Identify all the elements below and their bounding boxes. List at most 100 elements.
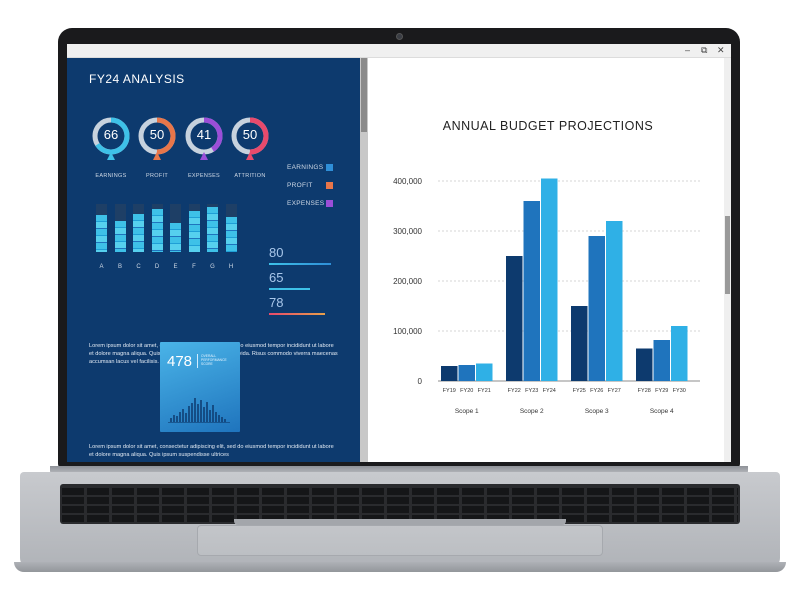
- gauge-label-expenses: EXPENSES: [187, 173, 221, 179]
- mini-bar-label: B: [117, 264, 122, 270]
- chart-bar: [506, 256, 523, 381]
- mini-bar: [225, 217, 237, 252]
- gauge-profit: 50: [136, 115, 178, 169]
- trackpad: [197, 525, 603, 556]
- chart-pane: ANNUAL BUDGET PROJECTIONS 0 100,000 200,00…: [372, 58, 724, 462]
- mini-bar-label: H: [228, 264, 234, 270]
- gauge-label-earnings: EARNINGS: [95, 173, 127, 179]
- stat-bar-3: [269, 313, 325, 315]
- x-tick-label: FY29: [655, 388, 668, 394]
- x-tick-label: FY22: [508, 388, 521, 394]
- close-button[interactable]: ✕: [717, 45, 725, 55]
- mini-bar-label: F: [192, 264, 196, 270]
- stat-bar-2: [269, 288, 310, 290]
- keyboard-row: [62, 506, 738, 513]
- legend-swatch-profit: [326, 182, 333, 189]
- mini-bar-label: D: [154, 264, 160, 270]
- chart-bar: [458, 365, 475, 381]
- group-label: Scope 2: [520, 408, 544, 415]
- laptop-hinge: [50, 466, 748, 474]
- y-tick-label: 200,000: [393, 277, 422, 286]
- chart-bar: [476, 363, 493, 381]
- x-tick-label: FY21: [478, 388, 491, 394]
- lid-lip: [234, 519, 566, 525]
- keyboard-row: [62, 497, 738, 504]
- gauge-ring-earnings: [92, 117, 130, 160]
- card-sparkbars: [168, 398, 230, 423]
- mini-bar-label: C: [136, 264, 141, 270]
- keyboard-row: [62, 488, 738, 495]
- infographic-title: FY24 ANALYSIS: [89, 72, 185, 86]
- performance-score-label: OVERALL PERFORMANCE SCORE: [201, 354, 227, 366]
- gauge-ring-attrition: [231, 117, 269, 160]
- body-paragraph-2: Lorem ipsum dolor sit amet, consectetur …: [89, 444, 334, 458]
- card-divider: [197, 354, 198, 368]
- webcam: [396, 33, 403, 40]
- mini-bar: [170, 223, 181, 252]
- performance-score-value: 478: [167, 353, 193, 370]
- gauge-ring-profit: [138, 117, 176, 160]
- chart-bar: [571, 306, 588, 381]
- legend-swatch-earnings: [326, 164, 333, 171]
- performance-score-card: 478 OVERALL PERFORMANCE SCORE: [160, 342, 240, 432]
- gauge-earnings: 66: [90, 115, 132, 169]
- x-tick-label: FY26: [590, 388, 603, 394]
- x-tick-label: FY30: [673, 388, 686, 394]
- x-tick-label: FY25: [573, 388, 586, 394]
- y-tick-label: 300,000: [393, 227, 422, 236]
- chart-title: ANNUAL BUDGET PROJECTIONS: [442, 119, 654, 133]
- keyboard-row: [62, 515, 738, 522]
- group-label: Scope 4: [650, 408, 674, 415]
- chart-scrollbar-thumb[interactable]: [725, 216, 730, 294]
- gauge-ring-expenses: [185, 117, 223, 160]
- gauge-attrition: 50: [229, 115, 271, 169]
- x-tick-label: FY28: [638, 388, 651, 394]
- stat-value-2: 65: [269, 270, 284, 285]
- stat-value-3: 78: [269, 295, 284, 310]
- mini-bar: [151, 208, 163, 252]
- budget-bar-chart: 0 100,000 200,000 300,000 400,000 FY19 FY20 FY2…: [393, 177, 700, 415]
- chart-bar: [588, 236, 605, 381]
- mini-bar: [114, 220, 126, 252]
- x-tick-label: FY23: [525, 388, 538, 394]
- stat-value-1: 80: [269, 245, 284, 260]
- chart-bar: [541, 178, 558, 381]
- group-label: Scope 3: [585, 408, 609, 415]
- infographic-document[interactable]: FY24 ANALYSIS 66 50: [67, 58, 360, 462]
- x-tick-label: FY27: [608, 388, 621, 394]
- legend-swatch-expenses: [326, 200, 333, 207]
- chart-bar: [523, 201, 540, 381]
- x-tick-label: FY24: [543, 388, 556, 394]
- chart-bar: [636, 348, 653, 381]
- gauge-value-attrition: 50: [242, 127, 258, 142]
- mini-bar: [96, 214, 107, 252]
- gauge-value-earnings: 66: [103, 127, 119, 142]
- laptop-screen: – ⧉ ✕ FY24 ANALYSIS 66: [67, 44, 731, 462]
- legend-label-earnings: EARNINGS: [287, 164, 324, 171]
- document-scrollbar-thumb[interactable]: [361, 58, 367, 132]
- x-tick-label: FY19: [443, 388, 456, 394]
- gauge-label-attrition: ATTRITION: [234, 173, 266, 179]
- legend-label-profit: PROFIT: [287, 182, 313, 189]
- y-tick-label: 0: [418, 377, 423, 386]
- gauge-expenses: 41: [183, 115, 225, 169]
- mini-bar-label: E: [173, 264, 178, 270]
- mini-bar-label: G: [210, 264, 215, 270]
- chart-bar: [671, 326, 688, 381]
- y-tick-label: 100,000: [393, 327, 422, 336]
- gauge-value-expenses: 41: [196, 127, 212, 142]
- legend-label-expenses: EXPENSES: [287, 200, 325, 207]
- minimize-button[interactable]: –: [685, 45, 691, 55]
- mini-bar: [133, 213, 144, 252]
- chart-bar: [606, 221, 623, 381]
- mini-bar-label: A: [99, 264, 104, 270]
- mini-bar: [207, 207, 218, 252]
- y-tick-label: 400,000: [393, 177, 422, 186]
- gauge-value-profit: 50: [149, 127, 165, 142]
- group-label: Scope 1: [455, 408, 479, 415]
- document-scrollbar[interactable]: [360, 58, 368, 462]
- chart-bar: [653, 340, 670, 381]
- stat-bar-1: [269, 263, 331, 265]
- restore-button[interactable]: ⧉: [701, 45, 708, 55]
